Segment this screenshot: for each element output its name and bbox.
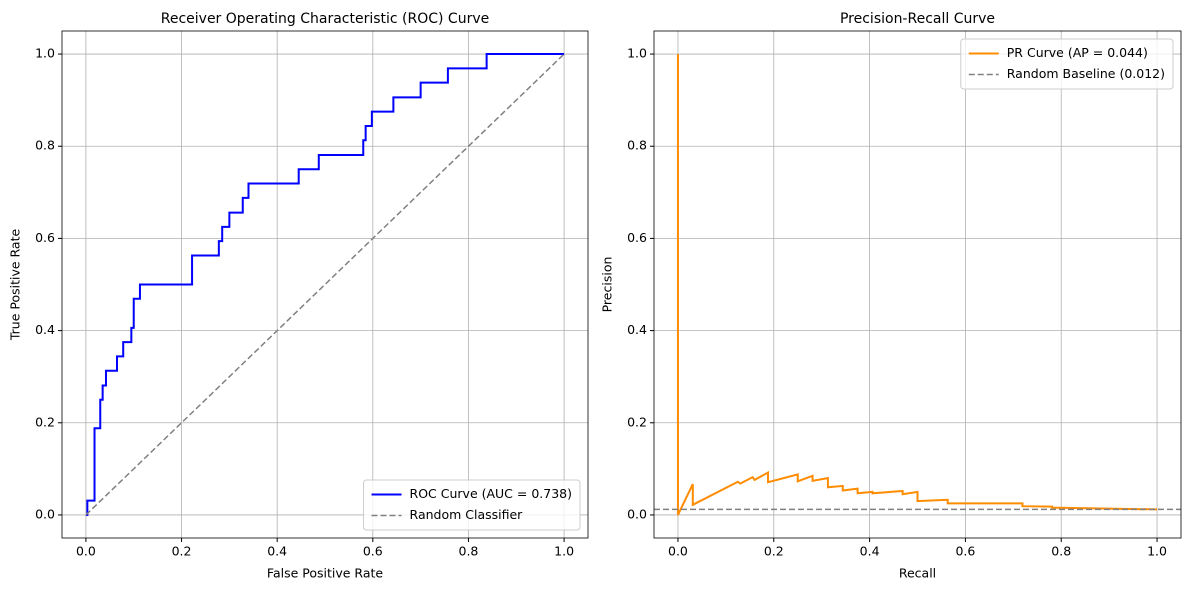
legend-box [960, 38, 1174, 90]
curve [676, 54, 1158, 516]
curve [85, 53, 565, 516]
y-tick-label: 1.0 [35, 46, 55, 61]
chart-title: Receiver Operating Characteristic (ROC) … [161, 11, 490, 27]
x-tick-label: 0.6 [955, 544, 975, 559]
y-tick-label: 0.0 [35, 506, 55, 521]
y-tick-label: 0.4 [627, 322, 647, 337]
y-tick-label: 0.8 [627, 138, 647, 153]
legend-label: ROC Curve (AUC = 0.738) [410, 486, 572, 501]
x-tick-label: 0.2 [172, 544, 192, 559]
axes-frame [653, 30, 1182, 539]
y-tick-label: 0.0 [627, 506, 647, 521]
y-axis-label: True Positive Rate [8, 229, 23, 342]
y-tick-label: 0.2 [627, 414, 647, 429]
x-tick-label: 0.0 [76, 544, 96, 559]
y-tick-label: 0.8 [35, 138, 55, 153]
x-tick-label: 0.4 [267, 544, 287, 559]
y-tick-label: 0.6 [35, 230, 55, 245]
y-tick-label: 0.6 [627, 230, 647, 245]
x-axis-label: Recall [899, 566, 936, 581]
chart-title: Precision-Recall Curve [840, 11, 995, 27]
y-tick-label: 0.2 [35, 414, 55, 429]
x-tick-label: 0.6 [363, 544, 383, 559]
x-tick-label: 1.0 [554, 544, 574, 559]
axes: 0.0 0.2 0.4 0.6 0.8 1.0 0.0 0.2 0.4 0.6 0.8 1.0 Rece… [8, 11, 589, 581]
x-tick-label: 0.8 [1051, 544, 1071, 559]
y-tick-label: 1.0 [627, 46, 647, 61]
legend: ROC Curve (AUC = 0.738) Random Classifier [363, 479, 581, 531]
x-tick-label: 0.0 [668, 544, 688, 559]
legend-label: Random Classifier [410, 507, 524, 522]
legend-box [363, 479, 581, 531]
x-tick-label: 0.2 [764, 544, 784, 559]
curve [85, 53, 565, 516]
x-tick-label: 1.0 [1147, 544, 1167, 559]
x-tick-label: 0.8 [459, 544, 479, 559]
y-tick-label: 0.4 [35, 322, 55, 337]
legend-label: PR Curve (AP = 0.044) [1007, 45, 1148, 60]
legend: PR Curve (AP = 0.044) Random Baseline (0.… [960, 38, 1174, 90]
legend-label: Random Baseline (0.012) [1007, 66, 1165, 81]
axes-frame [61, 30, 589, 539]
x-tick-label: 0.4 [860, 544, 880, 559]
x-axis-label: False Positive Rate [267, 566, 383, 581]
axes: 0.0 0.2 0.4 0.6 0.8 1.0 0.0 0.2 0.4 0.6 0.8 1.0 Prec… [600, 11, 1182, 581]
y-axis-label: Precision [600, 257, 615, 313]
